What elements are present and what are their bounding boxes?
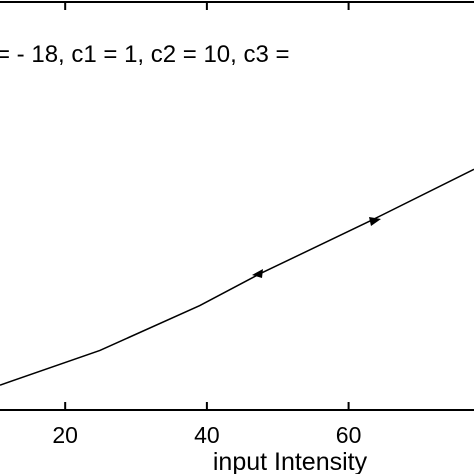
x-axis-label: input Intensity [213, 448, 368, 474]
chart-title: = - 18, c1 = 1, c2 = 10, c3 = [0, 41, 290, 68]
x-tick-label: 40 [194, 422, 220, 448]
x-tick-label: 60 [336, 422, 362, 448]
curve [0, 168, 474, 386]
x-tick-label: 20 [52, 422, 78, 448]
